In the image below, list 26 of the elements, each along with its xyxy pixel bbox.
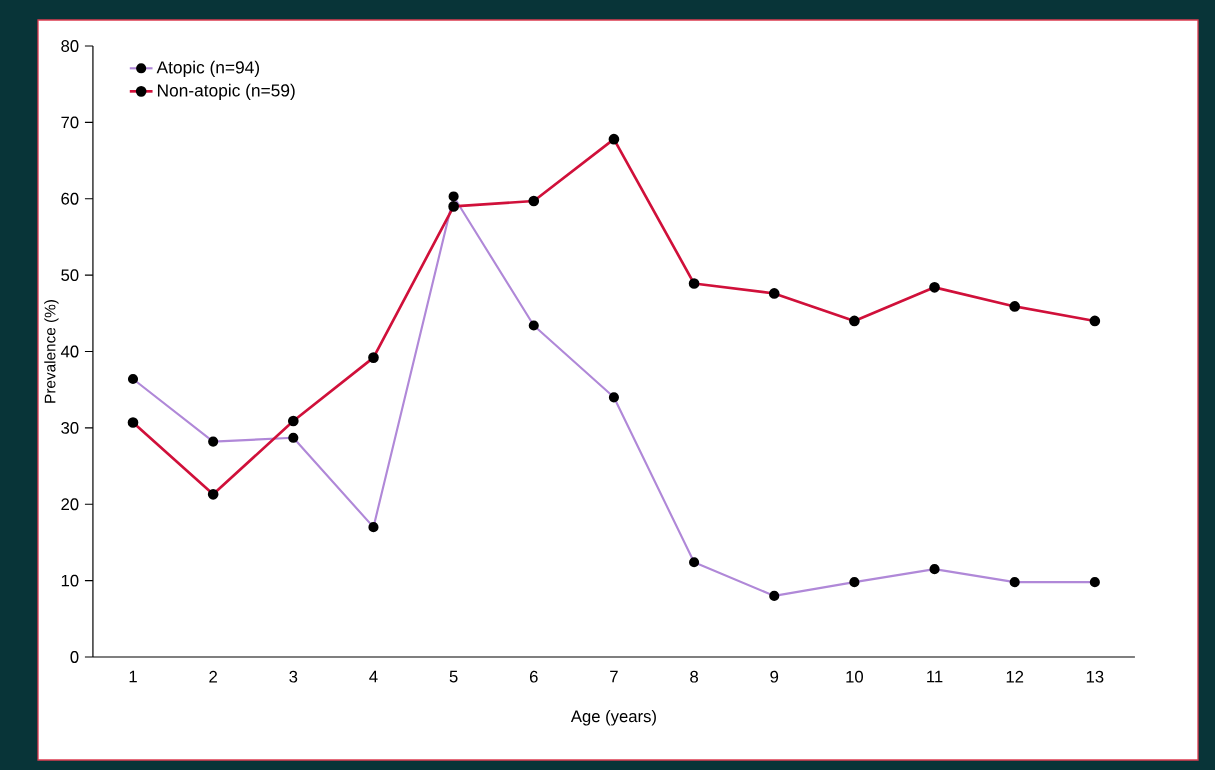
legend-label: Non-atopic (n=59) xyxy=(157,83,295,100)
y-tick-label: 20 xyxy=(61,498,79,511)
y-tick-label: 50 xyxy=(61,269,79,282)
x-tick-label: 3 xyxy=(289,670,298,683)
y-tick-label: 80 xyxy=(61,40,79,52)
x-tick-label: 10 xyxy=(846,670,863,683)
x-tick-label: 7 xyxy=(610,670,618,683)
y-tick-label: 0 xyxy=(70,651,79,663)
y-tick-label: 30 xyxy=(61,421,79,434)
y-tick-label: 60 xyxy=(61,192,79,205)
x-tick-label: 2 xyxy=(209,670,217,683)
x-tick-label: 13 xyxy=(1086,670,1104,683)
x-tick-label: 5 xyxy=(449,670,458,683)
x-tick-label: 4 xyxy=(369,670,378,683)
y-tick-label: 40 xyxy=(60,345,79,358)
y-tick-label: 10 xyxy=(61,574,79,587)
y-axis-title: Prevalence (%) xyxy=(44,300,59,403)
y-tick-label: 70 xyxy=(61,116,79,129)
x-tick-label: 6 xyxy=(529,670,538,683)
x-tick-label: 1 xyxy=(129,670,137,683)
x-tick-label: 12 xyxy=(1006,670,1024,683)
legend-label: Atopic (n=94) xyxy=(156,60,260,77)
x-axis-title: Age (years) xyxy=(570,709,656,726)
x-tick-label: 8 xyxy=(690,670,698,683)
x-tick-label: 9 xyxy=(770,670,779,683)
x-tick-label: 11 xyxy=(927,670,943,683)
